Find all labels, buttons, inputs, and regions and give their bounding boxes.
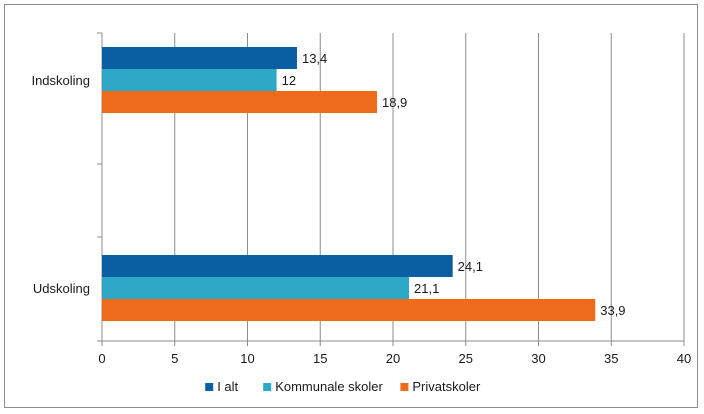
legend: I alt Kommunale skoler Privatskoler bbox=[205, 379, 481, 394]
legend-swatch bbox=[205, 383, 214, 391]
legend-swatch bbox=[263, 383, 272, 391]
x-tick-label: 35 bbox=[604, 351, 618, 366]
x-tick-label: 5 bbox=[171, 351, 178, 366]
data-label: 21,1 bbox=[414, 281, 439, 296]
axes: 0 5 10 15 20 25 30 35 40 Indskoling Udskoling bbox=[31, 32, 691, 366]
data-label: 12 bbox=[282, 73, 296, 88]
x-tick-label: 10 bbox=[240, 351, 254, 366]
data-label: 13,4 bbox=[302, 51, 327, 66]
bars bbox=[102, 47, 596, 321]
bar bbox=[102, 69, 277, 91]
data-labels: 13,4 12 18,9 24,1 21,1 33,9 bbox=[282, 51, 626, 318]
legend-label: Kommunale skoler bbox=[275, 379, 383, 394]
x-tick-label: 25 bbox=[459, 351, 473, 366]
category-label: Indskoling bbox=[31, 73, 90, 88]
x-tick-label: 15 bbox=[313, 351, 327, 366]
legend-label: Privatskoler bbox=[412, 379, 481, 394]
data-label: 18,9 bbox=[382, 95, 407, 110]
data-label: 24,1 bbox=[458, 259, 483, 274]
category-label: Udskoling bbox=[33, 281, 90, 296]
bar bbox=[102, 91, 377, 113]
legend-label: I alt bbox=[217, 379, 238, 394]
bar bbox=[102, 277, 410, 299]
bar bbox=[102, 47, 297, 69]
legend-swatch bbox=[400, 383, 409, 391]
data-label: 33,9 bbox=[600, 303, 625, 318]
bar bbox=[102, 255, 453, 277]
x-tick-label: 20 bbox=[386, 351, 400, 366]
x-tick-label: 40 bbox=[677, 351, 691, 366]
x-tick-label: 30 bbox=[531, 351, 545, 366]
bar bbox=[102, 299, 596, 321]
x-tick-label: 0 bbox=[98, 351, 105, 366]
